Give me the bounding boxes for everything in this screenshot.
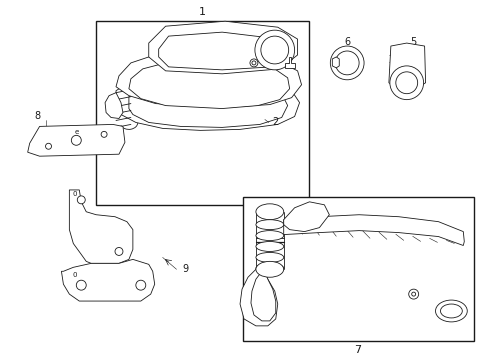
Circle shape	[395, 72, 417, 94]
Polygon shape	[284, 57, 294, 68]
Polygon shape	[148, 21, 297, 74]
Ellipse shape	[255, 220, 283, 230]
Polygon shape	[250, 271, 275, 321]
Circle shape	[77, 196, 85, 204]
Text: 7: 7	[354, 345, 361, 355]
Circle shape	[330, 46, 364, 80]
Text: 0: 0	[72, 191, 77, 197]
Polygon shape	[28, 125, 124, 156]
Ellipse shape	[255, 204, 283, 220]
Polygon shape	[158, 32, 287, 70]
Text: 9: 9	[182, 264, 188, 274]
Circle shape	[76, 280, 86, 290]
Ellipse shape	[255, 252, 283, 262]
Text: 5: 5	[410, 37, 416, 47]
Polygon shape	[332, 57, 339, 68]
Ellipse shape	[440, 304, 461, 318]
Circle shape	[101, 131, 107, 137]
Circle shape	[408, 289, 418, 299]
Polygon shape	[129, 82, 287, 127]
Circle shape	[71, 135, 81, 145]
Polygon shape	[129, 61, 289, 109]
Circle shape	[249, 59, 257, 67]
Ellipse shape	[255, 261, 283, 277]
Polygon shape	[61, 260, 154, 301]
Polygon shape	[388, 43, 425, 90]
Circle shape	[389, 66, 423, 100]
Bar	[96, 21, 309, 205]
Circle shape	[45, 143, 51, 149]
Polygon shape	[283, 215, 463, 246]
Polygon shape	[240, 269, 277, 326]
Circle shape	[115, 247, 122, 255]
Circle shape	[411, 292, 415, 296]
Text: 8: 8	[35, 112, 41, 121]
Polygon shape	[116, 76, 299, 130]
Circle shape	[254, 30, 294, 70]
Text: 1: 1	[199, 7, 205, 17]
Text: 4: 4	[244, 49, 250, 59]
Ellipse shape	[255, 264, 283, 273]
Circle shape	[260, 36, 288, 64]
Polygon shape	[69, 190, 133, 264]
Text: u: u	[74, 137, 79, 143]
Text: 0: 0	[72, 272, 77, 278]
Circle shape	[251, 61, 255, 65]
Polygon shape	[116, 55, 301, 108]
Polygon shape	[283, 202, 328, 231]
Circle shape	[335, 51, 358, 75]
Polygon shape	[105, 93, 122, 118]
Bar	[243, 197, 473, 341]
Ellipse shape	[255, 242, 283, 251]
Text: e: e	[74, 129, 78, 135]
Text: 3: 3	[291, 48, 297, 58]
Text: 6: 6	[344, 37, 349, 47]
Circle shape	[136, 280, 145, 290]
Text: 2: 2	[272, 117, 278, 127]
Ellipse shape	[255, 231, 283, 240]
Ellipse shape	[435, 300, 467, 322]
